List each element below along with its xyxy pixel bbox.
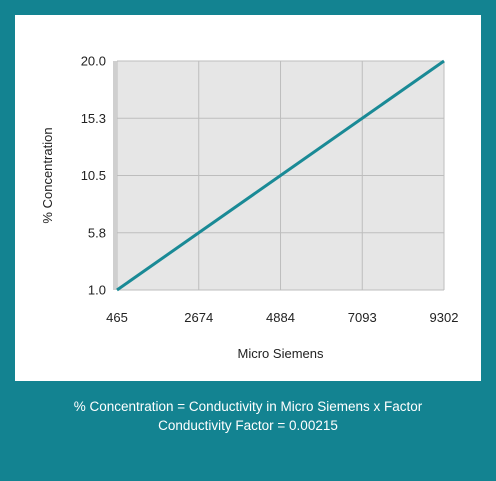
series-line	[116, 59, 445, 292]
x-tick-label: 2674	[184, 310, 213, 325]
x-tick-label: 9302	[430, 310, 459, 325]
x-tick-label: 7093	[348, 310, 377, 325]
y-tick-label: 5.8	[88, 225, 106, 240]
y-axis-label: % Concentration	[40, 127, 55, 223]
y-tick-label: 10.5	[81, 168, 106, 183]
x-axis-label: Micro Siemens	[238, 346, 324, 361]
y-tick-labels: 1.0 5.8 10.5 15.3 20.0	[81, 54, 106, 298]
x-tick-label: 465	[106, 310, 128, 325]
formula-caption: % Concentration = Conductivity in Micro …	[0, 397, 496, 435]
y-axis-rule	[113, 61, 117, 290]
formula-line: % Concentration = Conductivity in Micro …	[73, 399, 423, 414]
y-tick-label: 20.0	[81, 54, 106, 69]
factor-line: Conductivity Factor = 0.00215	[158, 418, 338, 433]
x-tick-label: 4884	[266, 310, 295, 325]
x-tick-labels: 465 2674 4884 7093 9302	[106, 310, 458, 325]
y-tick-label: 15.3	[81, 111, 106, 126]
y-tick-label: 1.0	[88, 283, 106, 298]
